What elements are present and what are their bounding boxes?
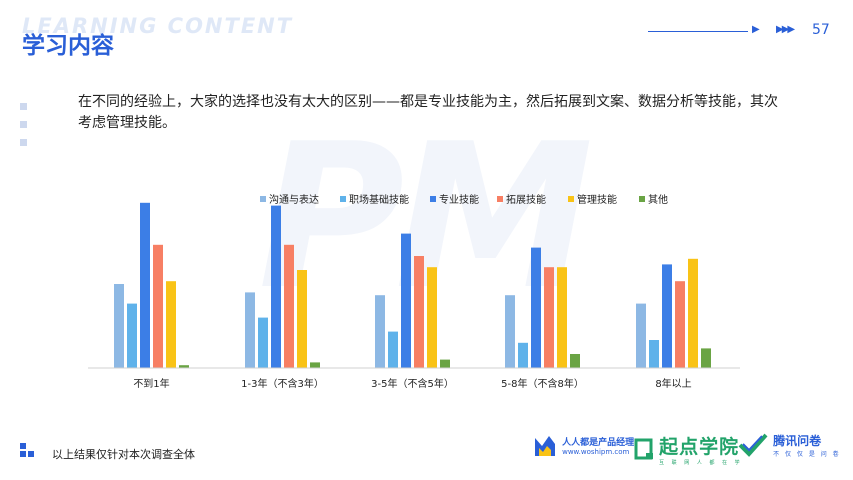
chart-legend: 沟通与表达 职场基础技能 专业技能 拓展技能 管理技能 其他: [260, 193, 668, 206]
tencent-survey-logo: 腾讯问卷不 仅 仅 是 问 卷: [738, 432, 841, 458]
bar-3-2: [388, 331, 398, 368]
x-tick-label: 1-3年（不含3年）: [241, 377, 324, 390]
legend-label: 管理技能: [577, 193, 617, 206]
bar-1-5: [166, 281, 176, 368]
page-number: 57: [812, 22, 830, 38]
legend-swatch: [497, 196, 503, 202]
x-tick-label: 8年以上: [655, 377, 691, 390]
bar-3-5: [427, 267, 437, 368]
bar-2-4: [284, 244, 294, 368]
legend-swatch: [639, 196, 645, 202]
bar-1-3: [140, 202, 150, 368]
x-tick-label: 3-5年（不含5年）: [371, 377, 454, 390]
grid-icon: [20, 443, 34, 457]
qidian-slogan: 互 联 网 人 都 在 学: [659, 460, 743, 466]
bar-2-3: [271, 205, 281, 368]
legend-label: 专业技能: [439, 193, 479, 206]
header-watermark: LEARNING CONTENT: [22, 14, 294, 38]
header-line: [648, 31, 748, 32]
bar-3-3: [401, 233, 411, 368]
tencent-survey-name: 腾讯问卷: [773, 434, 822, 448]
bar-2-2: [258, 317, 268, 368]
description-text: 在不同的经验上，大家的选择也没有太大的区别——都是专业技能为主，然后拓展到文案、…: [78, 94, 778, 131]
legend-swatch: [568, 196, 574, 202]
legend-swatch: [340, 196, 346, 202]
tencent-survey-slogan: 不 仅 仅 是 问 卷: [773, 451, 841, 458]
decorative-dots: [20, 103, 27, 157]
woshipm-url: www.woshipm.com: [562, 447, 630, 456]
legend-label: 拓展技能: [506, 193, 546, 206]
bar-4-4: [544, 267, 554, 368]
bar-1-6: [179, 365, 189, 368]
bar-3-6: [440, 359, 450, 368]
footer-note: 以上结果仅针对本次调查全体: [52, 448, 195, 461]
woshipm-logo: 人人都是产品经理 www.woshipm.com: [533, 432, 634, 458]
legend-label: 职场基础技能: [349, 193, 409, 206]
x-axis-labels: 不到1年 1-3年（不含3年） 3-5年（不含5年） 5-8年（不含8年） 8年以上: [133, 377, 691, 390]
bar-1-4: [153, 244, 163, 368]
bar-1-1: [114, 284, 124, 368]
bar-2-1: [245, 292, 255, 368]
legend-swatch: [430, 196, 436, 202]
bar-4-5: [557, 267, 567, 368]
x-tick-label: 不到1年: [133, 377, 169, 390]
page-title: 学习内容: [22, 33, 114, 59]
bar-5-2: [649, 340, 659, 368]
x-tick-label: 5-8年（不含8年）: [501, 377, 584, 390]
bar-3-4: [414, 256, 424, 368]
qidian-logo: 起点学院互 联 网 人 都 在 学: [634, 432, 743, 466]
bar-4-1: [505, 295, 515, 368]
bar-5-1: [636, 303, 646, 368]
bar-5-4: [675, 281, 685, 368]
legend-label: 沟通与表达: [269, 193, 319, 206]
woshipm-logo-icon: [535, 436, 555, 456]
bar-1-2: [127, 303, 137, 368]
bar-4-6: [570, 354, 580, 368]
bar-2-5: [297, 270, 307, 368]
bar-5-6: [701, 348, 711, 368]
legend-label: 其他: [648, 193, 668, 206]
chart-bars: [114, 202, 711, 368]
qidian-name: 起点学院: [659, 436, 740, 458]
arrow-right-icon: ▶: [752, 24, 760, 35]
woshipm-name: 人人都是产品经理: [562, 437, 635, 448]
checkmark-icon: [738, 433, 768, 457]
triple-arrow-icon: ▶▶▶: [776, 24, 795, 35]
bar-4-2: [518, 342, 528, 368]
bar-4-3: [531, 247, 541, 368]
legend-swatch: [260, 196, 266, 202]
bar-5-3: [662, 264, 672, 368]
qidian-logo-icon: [634, 438, 653, 460]
bar-2-6: [310, 362, 320, 368]
bar-3-1: [375, 295, 385, 368]
bar-5-5: [688, 258, 698, 368]
